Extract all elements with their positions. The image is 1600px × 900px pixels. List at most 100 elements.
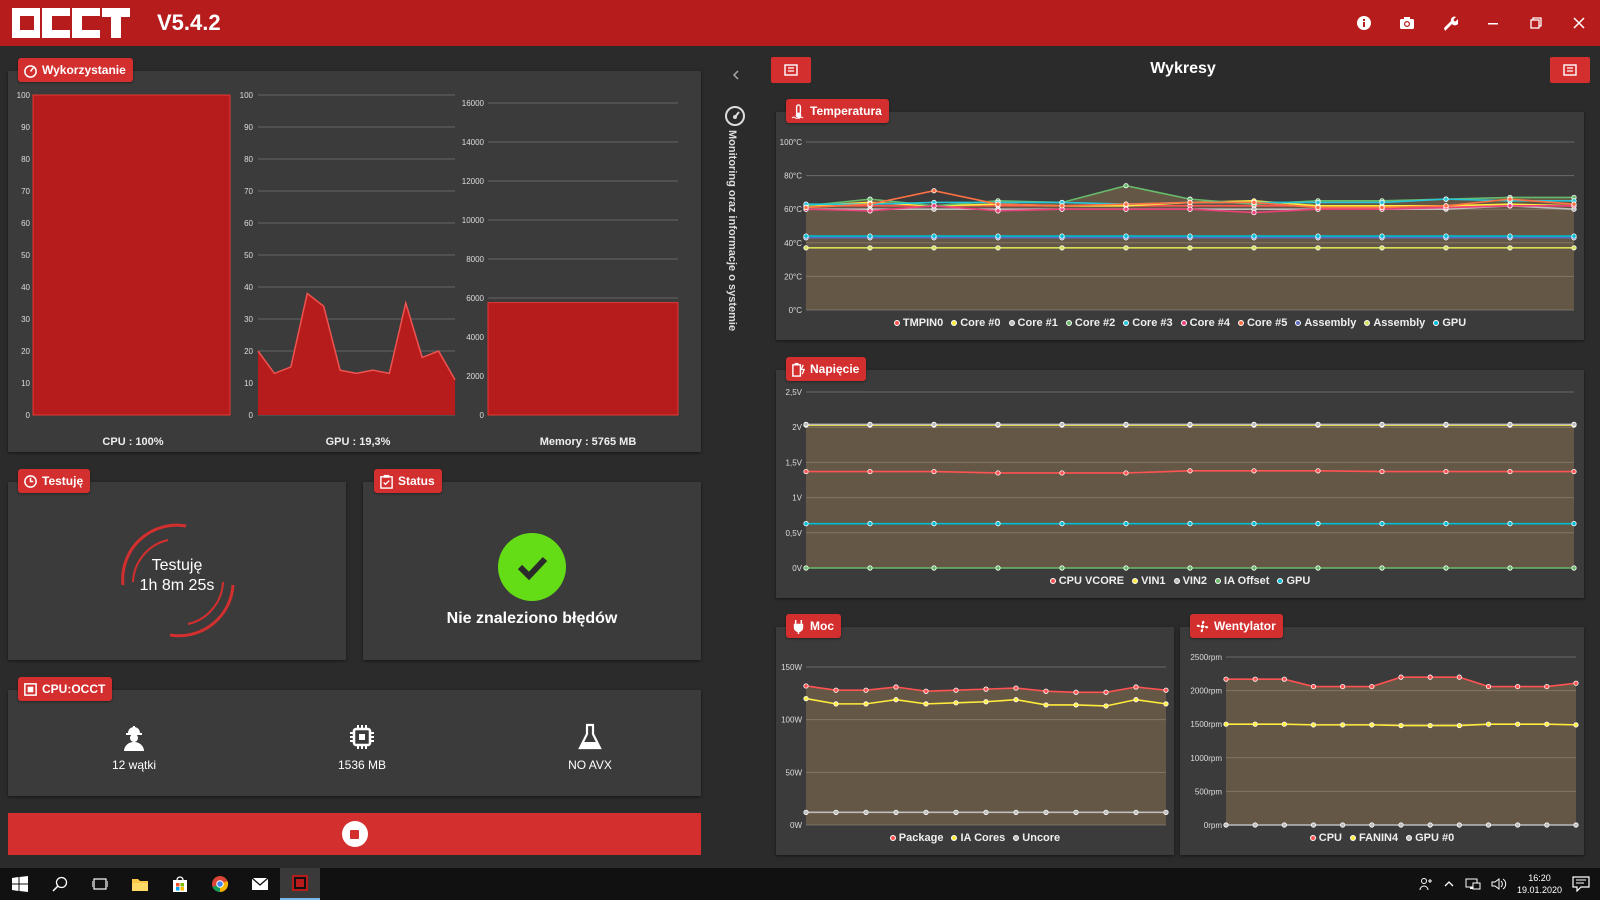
windows-start-icon[interactable] bbox=[0, 868, 40, 900]
temperature-legend-label: TMPIN0 bbox=[902, 317, 944, 329]
taskbar-clock[interactable]: 16:20 19.01.2020 bbox=[1517, 872, 1562, 896]
temperature-data-point bbox=[931, 203, 937, 209]
power-fill-area bbox=[806, 685, 1166, 825]
power-legend-item[interactable]: Uncore bbox=[1013, 832, 1060, 844]
stop-test-bar[interactable] bbox=[8, 813, 701, 855]
notifications-icon[interactable] bbox=[1572, 876, 1590, 892]
charts-right-button[interactable] bbox=[1550, 57, 1590, 83]
temperature-legend-label: Core #3 bbox=[1132, 317, 1173, 329]
temperature-data-point bbox=[1059, 245, 1065, 251]
occt-logo bbox=[12, 7, 137, 39]
cpu-axis-tick: 10 bbox=[21, 379, 30, 388]
temperature-legend-item[interactable]: Core #3 bbox=[1123, 317, 1173, 329]
file-explorer-icon[interactable] bbox=[120, 868, 160, 900]
status-tag: Status bbox=[374, 469, 442, 493]
fan-legend-item[interactable]: CPU bbox=[1309, 832, 1342, 844]
fan-legend-item[interactable]: FANIN4 bbox=[1349, 832, 1399, 844]
battery-bolt-icon bbox=[792, 362, 806, 377]
cpu-occt-panel: 12 wątki 1536 MB NO AVX bbox=[8, 690, 701, 796]
temperature-legend-item[interactable]: Assembly bbox=[1295, 317, 1356, 329]
temperature-data-point bbox=[1123, 201, 1129, 207]
fan-data-point bbox=[1398, 674, 1404, 680]
power-data-point bbox=[833, 809, 839, 815]
chevron-up-icon[interactable] bbox=[1443, 878, 1455, 890]
occt-taskbar-icon[interactable] bbox=[280, 868, 320, 900]
temperature-legend-item[interactable]: Core #4 bbox=[1180, 317, 1230, 329]
stop-icon[interactable] bbox=[341, 821, 368, 847]
temperature-legend-swatch bbox=[1364, 320, 1371, 326]
fan-data-point bbox=[1398, 822, 1404, 828]
voltage-legend-item[interactable]: VIN2 bbox=[1173, 575, 1207, 587]
fan-data-point bbox=[1515, 822, 1521, 828]
fan-data-point bbox=[1485, 822, 1492, 828]
temperature-tag-label: Temperatura bbox=[810, 104, 882, 118]
store-icon[interactable] bbox=[160, 868, 200, 900]
temperature-legend-item[interactable]: Core #5 bbox=[1237, 317, 1287, 329]
chrome-icon[interactable] bbox=[200, 868, 240, 900]
camera-icon[interactable] bbox=[1385, 0, 1428, 46]
voltage-legend-item[interactable]: GPU bbox=[1277, 575, 1310, 587]
temperature-legend-swatch bbox=[951, 320, 958, 326]
status-tag-label: Status bbox=[398, 474, 435, 488]
temperature-data-point bbox=[867, 208, 873, 214]
temperature-legend-swatch bbox=[1295, 320, 1302, 326]
monitoring-vertical-label[interactable]: Monitoring oraz informacje o systemie bbox=[726, 130, 738, 332]
avx-info: NO AVX bbox=[530, 723, 650, 772]
temperature-legend-item[interactable]: GPU bbox=[1433, 317, 1466, 329]
temperature-tag: Temperatura bbox=[786, 99, 889, 123]
mail-icon[interactable] bbox=[240, 868, 280, 900]
cpu-occt-tag: CPU:OCCT bbox=[18, 677, 113, 701]
power-legend-item[interactable]: Package bbox=[889, 832, 943, 844]
close-icon[interactable] bbox=[1557, 0, 1600, 46]
fan-data-point bbox=[1281, 721, 1287, 727]
voltage-legend-label: GPU bbox=[1286, 575, 1311, 587]
people-icon[interactable] bbox=[1419, 877, 1433, 891]
power-tag-label: Moc bbox=[810, 619, 834, 633]
network-icon[interactable] bbox=[1465, 877, 1481, 891]
voltage-legend-item[interactable]: VIN1 bbox=[1132, 575, 1166, 587]
power-legend-item[interactable]: IA Cores bbox=[951, 832, 1005, 844]
power-legend-label: IA Cores bbox=[960, 832, 1006, 844]
voltage-legend-swatch bbox=[1173, 578, 1180, 584]
fan-legend-label: FANIN4 bbox=[1358, 832, 1399, 844]
speedometer-icon[interactable] bbox=[724, 105, 746, 127]
power-legend: Package IA Cores Uncore bbox=[776, 832, 1174, 844]
power-data-point bbox=[833, 687, 839, 693]
fan-data-point bbox=[1223, 822, 1229, 828]
temperature-data-point bbox=[1251, 199, 1257, 206]
voltage-data-point bbox=[995, 470, 1001, 476]
chevron-left-icon[interactable] bbox=[730, 69, 742, 81]
voltage-legend-item[interactable]: CPU VCORE bbox=[1049, 575, 1124, 587]
temperature-data-point bbox=[1187, 245, 1193, 251]
memory-axis-tick: 2000 bbox=[466, 372, 484, 381]
temperature-legend-item[interactable]: Core #2 bbox=[1065, 317, 1115, 329]
charts-left-button[interactable] bbox=[771, 57, 811, 83]
check-icon bbox=[498, 533, 566, 601]
temperature-legend-item[interactable]: Assembly bbox=[1364, 317, 1425, 329]
testing-tag-label: Testuję bbox=[42, 474, 84, 488]
voltage-data-point bbox=[1379, 468, 1385, 475]
fan-data-point bbox=[1456, 722, 1462, 729]
temperature-legend-item[interactable]: Core #1 bbox=[1008, 317, 1058, 329]
fan-data-point bbox=[1515, 683, 1521, 690]
search-icon[interactable] bbox=[40, 868, 80, 900]
task-view-icon[interactable] bbox=[80, 868, 120, 900]
temperature-data-point bbox=[1187, 199, 1193, 206]
power-data-point bbox=[983, 699, 989, 705]
power-data-point bbox=[1133, 697, 1139, 703]
power-data-point bbox=[863, 701, 869, 707]
wrench-icon[interactable] bbox=[1428, 0, 1471, 46]
fan-axis-tick: 500rpm bbox=[1195, 787, 1222, 796]
volume-icon[interactable] bbox=[1491, 877, 1507, 891]
fan-legend-item[interactable]: GPU #0 bbox=[1406, 832, 1454, 844]
minimize-icon[interactable] bbox=[1471, 0, 1514, 46]
info-icon[interactable] bbox=[1342, 0, 1385, 46]
gpu-axis-tick: 60 bbox=[244, 219, 253, 228]
temperature-legend-item[interactable]: Core #0 bbox=[951, 317, 1001, 329]
restore-icon[interactable] bbox=[1514, 0, 1557, 46]
voltage-legend-item[interactable]: IA Offset bbox=[1215, 575, 1269, 587]
temperature-data-point bbox=[1187, 233, 1193, 239]
temperature-legend-item[interactable]: TMPIN0 bbox=[893, 317, 944, 329]
fan-legend-swatch bbox=[1309, 835, 1316, 841]
voltage-data-point bbox=[1507, 468, 1513, 475]
